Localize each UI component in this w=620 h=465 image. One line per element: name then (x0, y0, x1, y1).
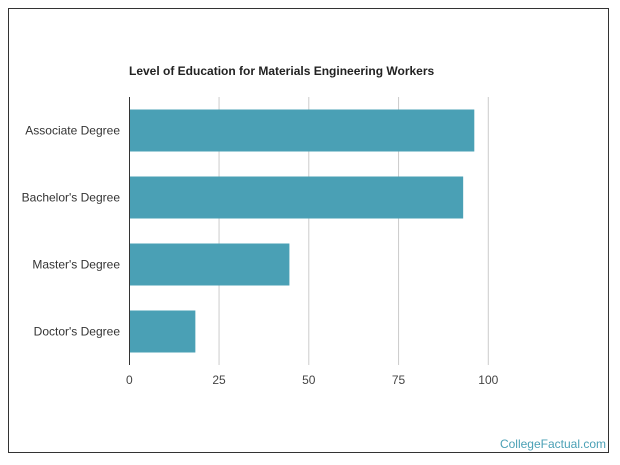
category-label: Associate Degree (25, 124, 120, 138)
x-tick-label: 100 (478, 373, 498, 387)
bar (129, 310, 196, 353)
x-tick-label: 0 (126, 373, 133, 387)
bar (129, 243, 290, 286)
bar (129, 109, 475, 152)
bar (129, 176, 464, 219)
x-tick-label: 50 (302, 373, 316, 387)
x-tick-label: 25 (212, 373, 226, 387)
chart-frame (8, 8, 609, 453)
x-tick-label: 75 (392, 373, 406, 387)
category-label: Doctor's Degree (34, 325, 121, 339)
category-label: Bachelor's Degree (22, 191, 121, 205)
category-label: Master's Degree (32, 258, 120, 272)
credit-link[interactable]: CollegeFactual.com (499, 437, 606, 451)
chart-title: Level of Education for Materials Enginee… (129, 64, 435, 78)
